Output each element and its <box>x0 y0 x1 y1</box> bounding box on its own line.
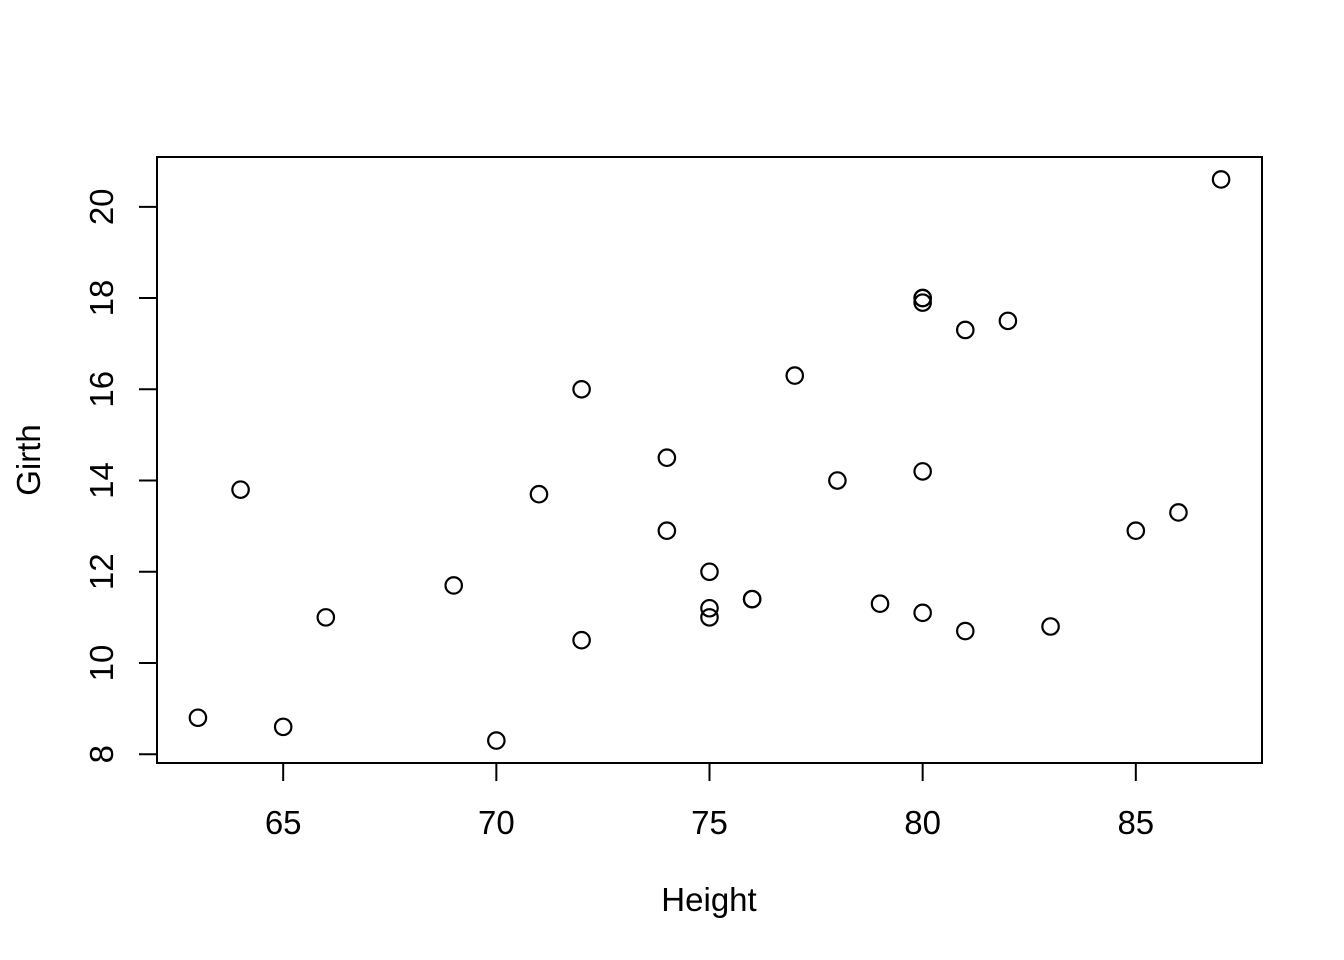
data-point <box>913 603 932 623</box>
data-point <box>828 471 847 490</box>
y-axis-title: Girth <box>10 424 47 496</box>
plot-box <box>156 156 1263 764</box>
data-point <box>529 484 549 504</box>
data-point <box>657 448 677 468</box>
x-tick-label: 75 <box>691 804 728 841</box>
data-point <box>955 320 975 340</box>
data-point <box>785 366 805 385</box>
y-tick-label: 16 <box>83 371 120 408</box>
x-axis: 65 70 75 80 85 <box>265 763 1154 841</box>
x-tick-label: 65 <box>265 804 302 841</box>
data-point <box>231 480 250 499</box>
data-point <box>913 288 932 308</box>
data-point <box>188 708 208 728</box>
y-tick-label: 18 <box>83 280 120 317</box>
data-point <box>572 630 591 650</box>
data-point <box>1169 503 1188 522</box>
y-tick-label: 8 <box>83 745 120 763</box>
x-axis-title: Height <box>661 881 756 918</box>
data-point <box>700 598 719 618</box>
data-point <box>742 589 762 609</box>
data-point <box>913 293 932 312</box>
x-tick-label: 70 <box>478 804 515 841</box>
y-tick-label: 20 <box>83 188 120 225</box>
data-point <box>1126 521 1146 541</box>
plot-border <box>156 156 1263 764</box>
data-point <box>700 562 719 582</box>
data-point <box>572 379 591 399</box>
y-tick-label: 14 <box>83 462 120 499</box>
x-tick-label: 85 <box>1117 804 1154 841</box>
data-point <box>913 462 932 481</box>
data-point <box>657 521 677 541</box>
data-point <box>870 594 890 613</box>
x-tick-label: 80 <box>904 804 941 841</box>
data-point <box>955 621 975 641</box>
y-axis: 8 10 12 14 16 18 20 <box>83 188 157 763</box>
data-point <box>700 608 719 627</box>
data-point <box>444 576 464 595</box>
y-tick-label: 10 <box>83 645 120 682</box>
y-tick-label: 12 <box>83 553 120 590</box>
data-point <box>1041 617 1060 636</box>
data-point <box>273 717 293 737</box>
data-point <box>998 311 1018 331</box>
data-point <box>316 608 336 627</box>
data-point <box>487 731 506 750</box>
points-group <box>188 170 1231 750</box>
data-point <box>1211 170 1231 189</box>
